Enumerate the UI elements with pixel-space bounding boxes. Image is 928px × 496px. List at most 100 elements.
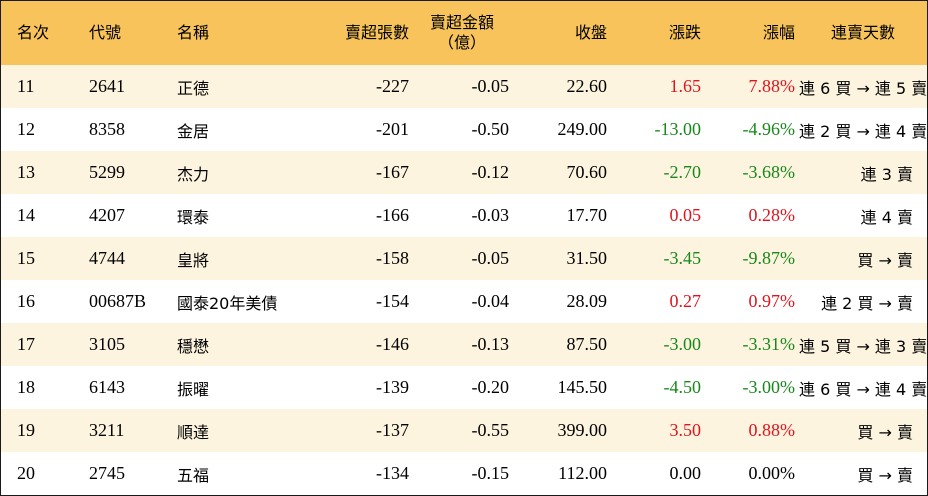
cell-rank: 13: [17, 162, 35, 182]
cell-code: 4744: [89, 248, 125, 268]
cell-close: 70.60: [566, 162, 608, 182]
cell-streak: 連 3 賣: [860, 164, 913, 184]
header-net-sell-amount-line1: 賣超金額: [429, 13, 494, 32]
cell-change-pct: -3.68%: [742, 162, 796, 182]
cell-net-sell-amount: -0.20: [471, 377, 510, 397]
table-row: 11 2641 正德 -227 -0.05 22.60 1.65 7.88% 連 6 買 → 連…: [1, 65, 927, 108]
cell-rank: 18: [17, 377, 35, 397]
header-code: 代號: [89, 23, 122, 42]
cell-name: 順達: [177, 422, 210, 442]
header-rank: 名次: [17, 23, 50, 42]
cell-change-pct: -3.00%: [742, 377, 796, 397]
cell-net-sell-lots: -154: [376, 291, 409, 311]
cell-change: 0.00: [669, 463, 702, 483]
table-row: 19 3211 順達 -137 -0.55 399.00 3.50 0.88% 買 → 賣: [1, 409, 927, 452]
cell-change: -2.70: [663, 162, 702, 182]
cell-rank: 19: [17, 420, 35, 440]
header-streak: 連賣天數: [830, 23, 895, 42]
cell-close: 22.60: [566, 76, 608, 96]
table-row: 12 8358 金居 -201 -0.50 249.00 -13.00 -4.96% 連 2 買…: [1, 108, 927, 151]
cell-code: 3211: [89, 420, 125, 440]
cell-name: 皇將: [177, 250, 210, 270]
cell-change: -3.45: [663, 248, 702, 268]
cell-code: 8358: [89, 119, 125, 139]
cell-code: 6143: [89, 377, 125, 397]
table-row: 18 6143 振曜 -139 -0.20 145.50 -4.50 -3.00% 連 6 買 …: [1, 366, 927, 409]
header-name: 名稱: [177, 23, 210, 42]
cell-rank: 14: [17, 205, 35, 225]
cell-net-sell-lots: -146: [376, 334, 409, 354]
cell-change: -3.00: [663, 334, 702, 354]
header-change: 漲跌: [668, 23, 701, 42]
cell-net-sell-lots: -134: [376, 463, 409, 483]
cell-change: -13.00: [654, 119, 702, 139]
table-row: 13 5299 杰力 -167 -0.12 70.60 -2.70 -3.68% 連 3 賣: [1, 151, 927, 194]
cell-rank: 15: [17, 248, 35, 268]
cell-net-sell-amount: -0.04: [471, 291, 510, 311]
cell-name: 環泰: [177, 207, 210, 227]
table-row: 17 3105 穩懋 -146 -0.13 87.50 -3.00 -3.31% 連 5 買 →…: [1, 323, 927, 366]
table-row: 16 00687B 國泰20年美債 -154 -0.04 28.09 0.27 0.97% 連 …: [1, 280, 927, 323]
cell-close: 399.00: [557, 420, 608, 440]
header-row: 名次 代號 名稱 賣超張數 賣超金額 （億） 收盤 漲跌 漲幅 連賣天數: [1, 1, 927, 65]
cell-code: 4207: [89, 205, 125, 225]
cell-streak: 連 6 買 → 連 4 賣: [799, 379, 928, 399]
cell-rank: 11: [17, 76, 35, 96]
cell-code: 3105: [89, 334, 125, 354]
cell-change: -4.50: [663, 377, 702, 397]
cell-change-pct: 0.00%: [748, 463, 796, 483]
cell-name: 穩懋: [177, 336, 210, 356]
cell-net-sell-amount: -0.05: [471, 248, 510, 268]
cell-streak: 買 → 賣: [857, 250, 913, 270]
cell-close: 145.50: [557, 377, 608, 397]
cell-rank: 20: [17, 463, 35, 483]
header-net-sell-amount-line2: （億）: [437, 33, 486, 52]
cell-name: 國泰20年美債: [177, 293, 278, 313]
cell-streak: 連 6 買 → 連 5 賣: [799, 78, 928, 98]
cell-net-sell-lots: -227: [376, 76, 409, 96]
cell-code: 5299: [89, 162, 125, 182]
cell-change-pct: -9.87%: [742, 248, 796, 268]
cell-change-pct: 0.97%: [748, 291, 796, 311]
cell-code: 00687B: [89, 291, 147, 311]
cell-change: 3.50: [669, 420, 702, 440]
cell-streak: 買 → 賣: [857, 422, 913, 442]
table-row: 14 4207 環泰 -166 -0.03 17.70 0.05 0.28% 連 4 賣: [1, 194, 927, 237]
table-row: 15 4744 皇將 -158 -0.05 31.50 -3.45 -9.87% 買 → 賣: [1, 237, 927, 280]
cell-net-sell-amount: -0.12: [471, 162, 510, 182]
cell-streak: 連 5 買 → 連 3 賣: [799, 336, 928, 356]
cell-net-sell-lots: -137: [376, 420, 409, 440]
cell-net-sell-amount: -0.03: [471, 205, 510, 225]
cell-code: 2641: [89, 76, 125, 96]
cell-close: 28.09: [566, 291, 608, 311]
cell-name: 五福: [177, 465, 210, 485]
cell-change-pct: 7.88%: [748, 76, 796, 96]
cell-name: 正德: [177, 78, 210, 98]
cell-change: 0.27: [669, 291, 702, 311]
cell-rank: 12: [17, 119, 35, 139]
cell-net-sell-lots: -167: [376, 162, 409, 182]
table-body: 11 2641 正德 -227 -0.05 22.60 1.65 7.88% 連 6 買 → 連…: [1, 65, 927, 495]
table-header: 名次 代號 名稱 賣超張數 賣超金額 （億） 收盤 漲跌 漲幅 連賣天數: [1, 1, 927, 65]
header-net-sell-lots: 賣超張數: [344, 23, 409, 42]
cell-net-sell-lots: -158: [376, 248, 409, 268]
cell-close: 31.50: [566, 248, 608, 268]
cell-name: 金居: [177, 121, 210, 141]
cell-rank: 16: [17, 291, 35, 311]
cell-name: 杰力: [177, 164, 210, 184]
cell-code: 2745: [89, 463, 125, 483]
header-close: 收盤: [574, 23, 607, 42]
cell-net-sell-amount: -0.13: [471, 334, 510, 354]
cell-streak: 買 → 賣: [857, 465, 913, 485]
cell-net-sell-amount: -0.55: [471, 420, 510, 440]
cell-change: 1.65: [669, 76, 702, 96]
header-net-sell-amount: 賣超金額 （億）: [415, 1, 515, 65]
cell-change: 0.05: [669, 205, 702, 225]
table-row: 20 2745 五福 -134 -0.15 112.00 0.00 0.00% 買 → 賣: [1, 452, 927, 495]
cell-streak: 連 2 買 → 連 4 賣: [799, 121, 928, 141]
cell-net-sell-amount: -0.15: [471, 463, 510, 483]
cell-net-sell-amount: -0.05: [471, 76, 510, 96]
cell-close: 87.50: [566, 334, 608, 354]
cell-change-pct: -4.96%: [742, 119, 796, 139]
